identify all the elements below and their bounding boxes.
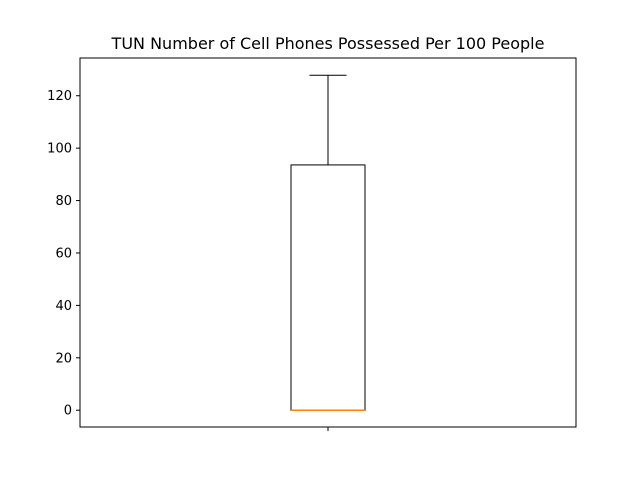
y-tick-label: 100 bbox=[47, 142, 72, 157]
box-iqr bbox=[290, 164, 366, 411]
y-tick-label: 40 bbox=[55, 299, 72, 314]
y-tick-label: 0 bbox=[64, 404, 72, 419]
y-tick-label: 20 bbox=[55, 351, 72, 366]
y-tick-label: 60 bbox=[55, 246, 72, 261]
chart-title: TUN Number of Cell Phones Possessed Per … bbox=[111, 34, 545, 53]
y-tick-label: 80 bbox=[55, 194, 72, 209]
plot-area: 0 20 40 60 80 100 120 bbox=[47, 57, 577, 431]
y-tick-label: 120 bbox=[47, 89, 72, 104]
